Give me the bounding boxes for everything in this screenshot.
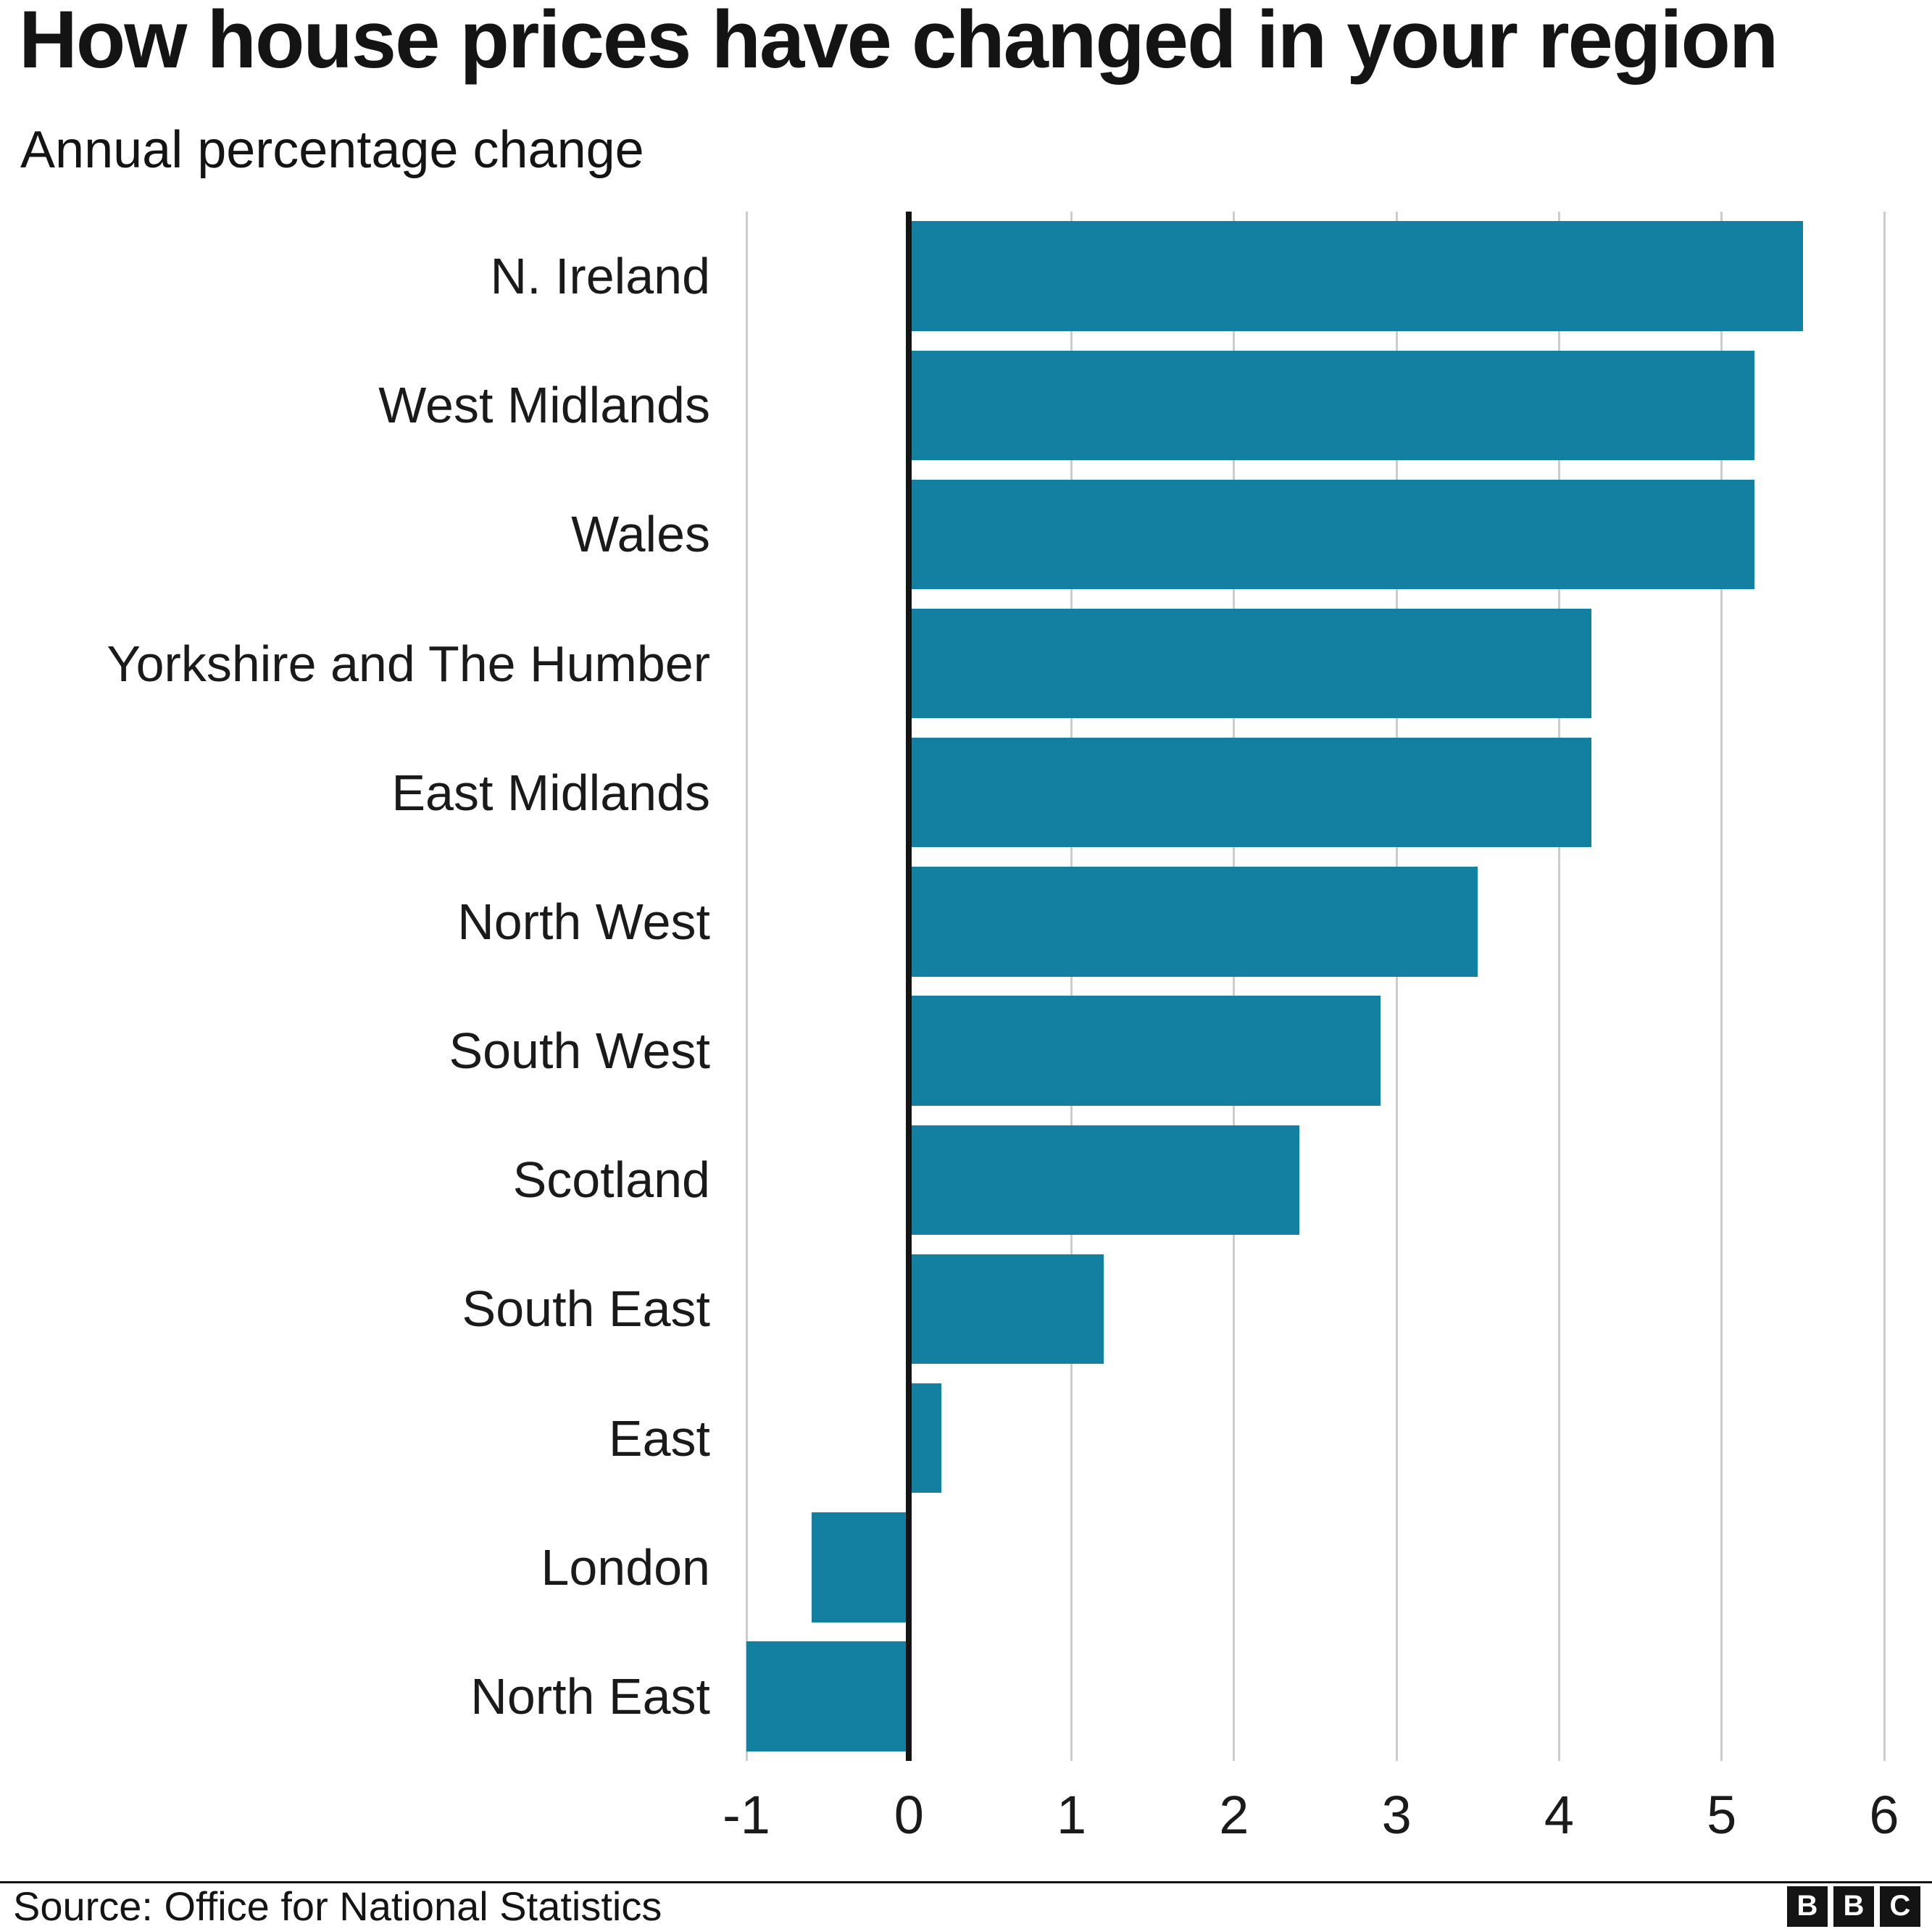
x-tick-label: 0	[894, 1785, 924, 1845]
bar-track	[746, 728, 1884, 857]
bar	[909, 479, 1754, 590]
bar-track	[746, 986, 1884, 1115]
gridline	[745, 212, 748, 1761]
bar-row: South West	[0, 986, 1884, 1115]
category-label: South West	[449, 1022, 710, 1080]
bar-row: Wales	[0, 470, 1884, 599]
bar-row: Scotland	[0, 1115, 1884, 1244]
gridline	[1720, 212, 1723, 1761]
chart-area: N. Ireland West Midlands Wales Yorkshire an…	[0, 212, 1886, 1761]
bar-track	[746, 1503, 1884, 1632]
bar-track	[746, 857, 1884, 986]
bar	[909, 996, 1381, 1106]
x-axis: -1 0 1 2 3 4 5 6	[723, 1774, 1899, 1861]
bar	[909, 608, 1592, 719]
category-label: East Midlands	[391, 764, 710, 821]
x-tick-label: 5	[1707, 1785, 1737, 1845]
gridline	[1395, 212, 1398, 1761]
category-label: North East	[470, 1667, 710, 1725]
chart-subtitle: Annual percentage change	[20, 121, 644, 179]
grid-layer	[745, 212, 1886, 1761]
bbc-logo-block: B	[1833, 1886, 1874, 1927]
bar-row: London	[0, 1503, 1884, 1632]
bar	[811, 1512, 909, 1622]
x-tick-label: -1	[723, 1785, 770, 1845]
category-label: London	[541, 1538, 710, 1596]
bar-track	[746, 1244, 1884, 1373]
category-label: South East	[462, 1280, 710, 1338]
bar	[909, 867, 1478, 977]
bar	[909, 1383, 942, 1493]
bar-track	[746, 1374, 1884, 1503]
bar-track	[746, 212, 1884, 341]
bar-track	[746, 599, 1884, 728]
bar-track	[746, 1632, 1884, 1761]
bbc-logo: B B C	[1787, 1886, 1920, 1927]
bar	[909, 1125, 1299, 1235]
bar	[746, 1641, 909, 1751]
gridline	[1233, 212, 1236, 1761]
bar-row: East Midlands	[0, 728, 1884, 857]
category-label: Scotland	[512, 1151, 710, 1209]
x-tick-label: 6	[1869, 1785, 1899, 1845]
bar	[909, 350, 1754, 460]
bbc-logo-block: C	[1880, 1886, 1920, 1927]
zero-axis-line	[906, 212, 912, 1761]
category-label: East	[608, 1409, 710, 1467]
category-label: North West	[457, 893, 710, 950]
bar-rows: N. Ireland West Midlands Wales Yorkshire an…	[0, 212, 1884, 1761]
category-label: West Midlands	[378, 377, 710, 434]
footer: Source: Office for National Statistics B…	[0, 1881, 1932, 1929]
source-text: Source: Office for National Statistics	[13, 1883, 662, 1929]
x-tick-label: 1	[1056, 1785, 1087, 1845]
category-label: Yorkshire and The Humber	[107, 635, 710, 692]
x-tick-label: 4	[1544, 1785, 1574, 1845]
bar-row: North East	[0, 1632, 1884, 1761]
bar-track	[746, 341, 1884, 470]
bar-row: South East	[0, 1244, 1884, 1373]
category-label: Wales	[571, 506, 710, 563]
gridline	[1557, 212, 1560, 1761]
gridline	[1883, 212, 1886, 1761]
gridline	[1070, 212, 1073, 1761]
bbc-logo-block: B	[1787, 1886, 1828, 1927]
bar-row: East	[0, 1374, 1884, 1503]
x-tick-label: 3	[1381, 1785, 1412, 1845]
bar-track	[746, 470, 1884, 599]
chart-title: How house prices have changed in your re…	[19, 0, 1778, 85]
bar	[909, 1254, 1104, 1365]
bar-track	[746, 1115, 1884, 1244]
bar	[909, 221, 1803, 331]
x-tick-label: 2	[1219, 1785, 1249, 1845]
category-label: N. Ireland	[490, 248, 710, 305]
bar	[909, 738, 1592, 848]
bar-row: North West	[0, 857, 1884, 986]
bar-row: N. Ireland	[0, 212, 1884, 341]
bar-row: West Midlands	[0, 341, 1884, 470]
bar-row: Yorkshire and The Humber	[0, 599, 1884, 728]
